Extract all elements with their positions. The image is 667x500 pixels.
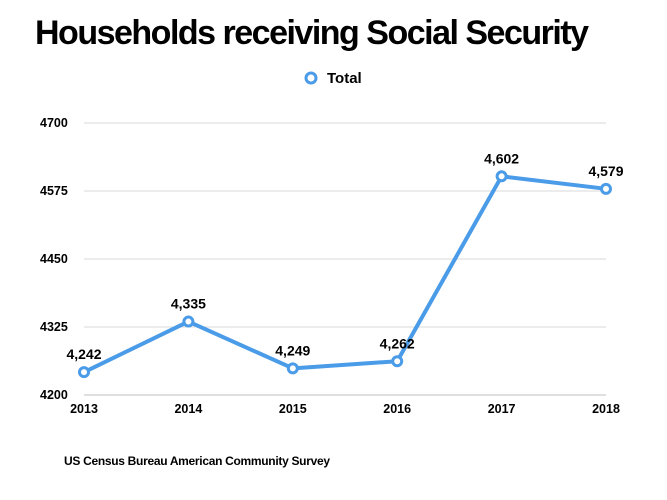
data-label: 4,579	[588, 163, 623, 179]
data-point	[495, 170, 508, 183]
y-tick-label: 4450	[40, 252, 68, 266]
series-total	[78, 170, 612, 379]
y-tick-label: 4575	[40, 184, 68, 198]
data-point	[391, 355, 404, 368]
data-point	[286, 362, 299, 375]
y-tick-label: 4700	[40, 116, 68, 130]
data-label: 4,335	[171, 296, 206, 312]
data-point	[600, 182, 612, 195]
x-tick-label: 2016	[383, 402, 411, 416]
grid-lines	[84, 122, 606, 396]
x-tick-label: 2018	[592, 402, 620, 416]
x-tick-label: 2013	[70, 402, 98, 416]
data-point	[182, 315, 195, 328]
x-tick-label: 2015	[279, 402, 307, 416]
y-axis-ticks: 4200 4325 4450 4575 4700	[40, 116, 68, 402]
series-line	[82, 174, 608, 375]
data-labels: 4,242 4,335 4,249 4,262 4,602 4,579	[66, 150, 623, 362]
data-label: 4,249	[275, 342, 310, 358]
legend-label-total: Total	[327, 70, 362, 87]
data-label: 4,602	[484, 150, 519, 166]
x-tick-label: 2017	[488, 402, 516, 416]
legend-marker	[304, 71, 318, 85]
chart-title: Households receiving Social Security	[35, 14, 589, 52]
source-note: US Census Bureau American Community Surv…	[64, 454, 330, 468]
y-tick-label: 4200	[40, 388, 68, 402]
x-axis-ticks: 2013 2014 2015 2016 2017 2018	[70, 402, 620, 416]
data-point	[78, 366, 90, 379]
x-tick-label: 2014	[174, 402, 202, 416]
data-label: 4,262	[380, 335, 415, 351]
y-tick-label: 4325	[40, 320, 68, 334]
legend: Total	[304, 70, 362, 87]
data-label: 4,242	[66, 346, 101, 362]
